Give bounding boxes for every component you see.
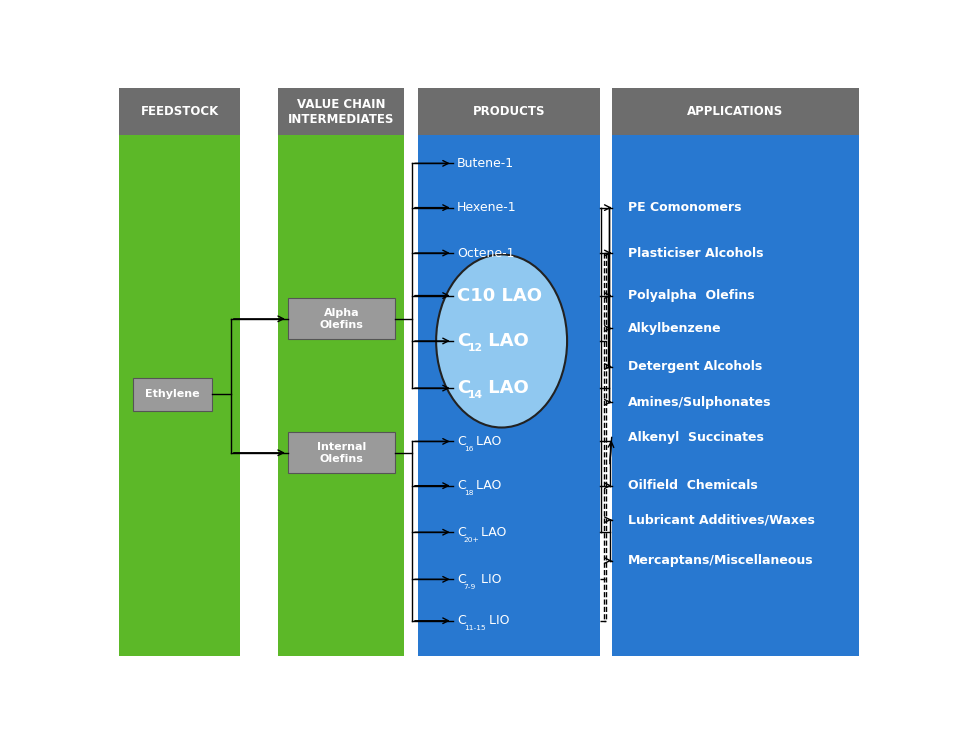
Text: 7-9: 7-9 (463, 584, 476, 590)
Bar (611, 88, 858, 656)
Bar (278, 88, 403, 656)
Text: LAO: LAO (481, 332, 528, 350)
Text: LIO: LIO (485, 614, 509, 627)
Text: VALUE CHAIN
INTERMEDIATES: VALUE CHAIN INTERMEDIATES (288, 98, 394, 126)
Text: 12: 12 (467, 343, 482, 353)
Text: Butene-1: Butene-1 (456, 157, 514, 170)
Text: Detergent Alcohols: Detergent Alcohols (627, 360, 761, 373)
Text: C: C (456, 435, 465, 448)
Text: LAO: LAO (476, 525, 505, 539)
Bar (599, 88, 611, 656)
Text: Octene-1: Octene-1 (456, 246, 514, 259)
Text: Alkenyl  Succinates: Alkenyl Succinates (627, 431, 763, 444)
Bar (417, 88, 599, 135)
Text: 14: 14 (467, 391, 482, 400)
Text: Lubricant Additives/Waxes: Lubricant Additives/Waxes (627, 513, 814, 526)
Text: LAO: LAO (472, 479, 501, 492)
Text: 16: 16 (463, 446, 473, 452)
Text: C: C (456, 573, 465, 586)
Text: C10 LAO: C10 LAO (456, 287, 541, 304)
Text: Mercaptans/Miscellaneous: Mercaptans/Miscellaneous (627, 554, 813, 567)
Text: LIO: LIO (476, 573, 500, 586)
Text: PE Comonomers: PE Comonomers (627, 201, 740, 214)
Text: Hexene-1: Hexene-1 (456, 201, 517, 214)
Text: C: C (456, 379, 470, 397)
Text: Ethylene: Ethylene (145, 389, 199, 399)
Bar (417, 88, 599, 656)
Bar (288, 433, 395, 473)
Text: Polyalpha  Olefins: Polyalpha Olefins (627, 289, 754, 302)
Text: 20+: 20+ (463, 537, 479, 542)
Text: C: C (456, 332, 470, 350)
Bar (119, 88, 239, 135)
Text: Alpha
Olefins: Alpha Olefins (319, 308, 363, 329)
Bar (278, 88, 403, 135)
Text: PRODUCTS: PRODUCTS (472, 105, 544, 118)
Text: C: C (456, 525, 465, 539)
Bar (132, 378, 213, 411)
Bar (288, 298, 395, 339)
Text: 11-15: 11-15 (463, 625, 485, 631)
Text: Internal
Olefins: Internal Olefins (316, 442, 366, 464)
Text: C: C (456, 614, 465, 627)
Text: LAO: LAO (472, 435, 501, 448)
Text: C: C (456, 479, 465, 492)
Text: Amines/Sulphonates: Amines/Sulphonates (627, 396, 771, 409)
Text: LAO: LAO (481, 379, 528, 397)
Bar (611, 88, 858, 135)
Text: Oilfield  Chemicals: Oilfield Chemicals (627, 479, 757, 492)
Text: FEEDSTOCK: FEEDSTOCK (140, 105, 218, 118)
Text: Alkylbenzene: Alkylbenzene (627, 322, 720, 335)
Text: Plasticiser Alcohols: Plasticiser Alcohols (627, 246, 762, 259)
Ellipse shape (436, 254, 566, 427)
Text: APPLICATIONS: APPLICATIONS (686, 105, 782, 118)
Text: 18: 18 (463, 490, 473, 496)
Bar (119, 88, 239, 656)
